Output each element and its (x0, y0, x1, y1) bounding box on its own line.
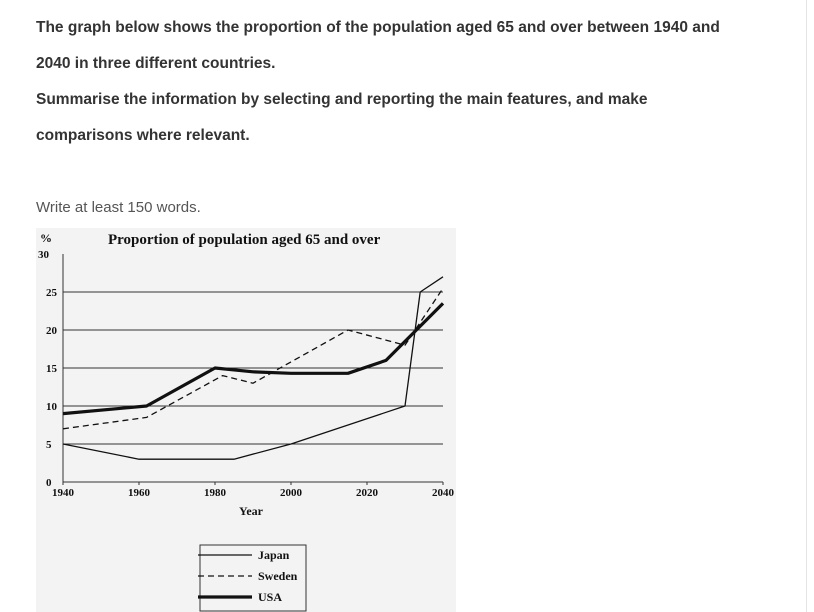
series-line-usa (62, 302, 445, 416)
y-tick-label-5: 5 (46, 439, 52, 451)
y-axis-unit: % (40, 231, 52, 245)
chart-title: Proportion of population aged 65 and ove… (108, 232, 381, 248)
series-line-japan (62, 276, 444, 460)
x-tick-label-1980: 1980 (204, 487, 227, 499)
x-tick-label-1940: 1940 (52, 487, 75, 499)
word-count-instruction: Write at least 150 words. (36, 199, 201, 216)
legend-label-japan: Japan (258, 548, 290, 562)
chart-axes: 0 5 10 15 20 25 30 1940 1960 1980 2000 2020 2040 (38, 249, 455, 499)
prompt-line-2: 2040 in three different countries. (36, 55, 276, 72)
legend-box (199, 544, 307, 612)
y-tick-label-30: 30 (38, 249, 50, 261)
chart-grid (63, 291, 443, 445)
chart-legend: Japan Sweden USA (198, 544, 307, 612)
series-line-sweden (62, 287, 444, 430)
x-tick-label-2040: 2040 (432, 487, 455, 499)
line-chart: 0 5 10 15 20 25 30 1940 1960 1980 2000 2020 2040 Pro… (38, 231, 455, 612)
x-axis-label: Year (239, 504, 264, 518)
chart-figure: 0 5 10 15 20 25 30 1940 1960 1980 2000 2020 2040 Pro… (36, 228, 456, 612)
legend-label-usa: USA (258, 590, 282, 604)
prompt-line-4: comparisons where relevant. (36, 127, 250, 144)
page-edge-divider (806, 0, 807, 612)
task-prompt: The graph below shows the proportion of … (36, 10, 776, 154)
x-tick-label-2020: 2020 (356, 487, 379, 499)
y-tick-label-15: 15 (46, 363, 58, 375)
y-tick-label-0: 0 (46, 477, 52, 489)
y-tick-label-20: 20 (46, 325, 58, 337)
chart-series (62, 276, 445, 460)
x-tick-label-2000: 2000 (280, 487, 303, 499)
y-tick-label-25: 25 (46, 287, 58, 299)
y-tick-label-10: 10 (46, 401, 58, 413)
prompt-line-1: The graph below shows the proportion of … (36, 19, 720, 36)
prompt-line-3: Summarise the information by selecting a… (36, 91, 648, 108)
legend-label-sweden: Sweden (258, 569, 298, 583)
x-tick-label-1960: 1960 (128, 487, 151, 499)
